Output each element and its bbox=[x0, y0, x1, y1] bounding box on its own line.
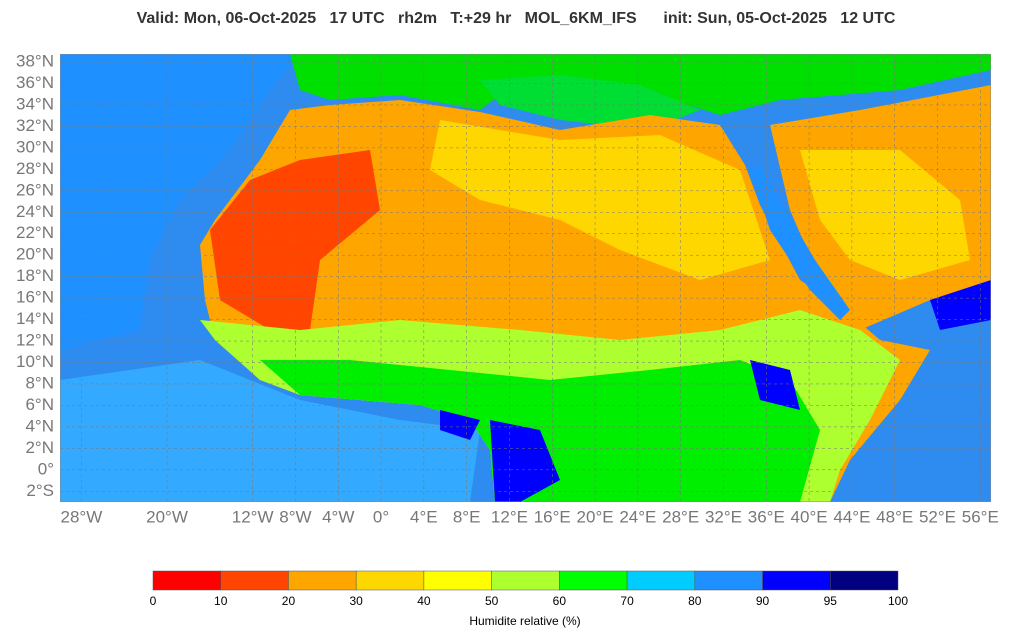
lat-label: 26°N bbox=[16, 180, 54, 199]
lat-label: 4°N bbox=[25, 416, 54, 435]
colorbar-swatch bbox=[288, 570, 357, 591]
colorbar-tick: 100 bbox=[888, 594, 908, 608]
lon-label: 56°E bbox=[962, 507, 999, 526]
colorbar-swatch bbox=[626, 570, 696, 591]
lon-label: 20°W bbox=[146, 507, 188, 526]
colorbar-swatch bbox=[694, 570, 763, 591]
lon-label: 24°E bbox=[619, 507, 656, 526]
colorbar-swatch bbox=[762, 570, 831, 591]
lon-label: 48°E bbox=[876, 507, 913, 526]
title: Valid: Mon, 06-Oct-2025 17 UTC rh2m T:+2… bbox=[137, 10, 896, 27]
lon-label: 4°W bbox=[322, 507, 354, 526]
lat-label: 14°N bbox=[16, 309, 54, 328]
lon-label: 12°W bbox=[232, 507, 274, 526]
lon-label: 16°E bbox=[534, 507, 571, 526]
lat-label: 30°N bbox=[16, 137, 54, 156]
lon-label: 12°E bbox=[491, 507, 528, 526]
colorbar-tick: 0 bbox=[150, 594, 157, 608]
colorbar-swatch bbox=[355, 570, 425, 591]
lat-label: 16°N bbox=[16, 288, 54, 307]
lat-label: 6°N bbox=[25, 395, 54, 414]
lon-label: 44°E bbox=[833, 507, 870, 526]
lat-label: 2°N bbox=[25, 438, 54, 457]
lat-label: 22°N bbox=[16, 223, 54, 242]
very-wet-zone bbox=[440, 360, 800, 502]
colorbar-tick: 40 bbox=[417, 594, 431, 608]
lat-label: 18°N bbox=[16, 266, 54, 285]
red-sea bbox=[750, 165, 850, 320]
colorbar-tick: 60 bbox=[553, 594, 567, 608]
colorbar-tick: 90 bbox=[756, 594, 770, 608]
arabia-zone bbox=[800, 150, 970, 280]
lat-label: 0° bbox=[38, 459, 54, 478]
lon-label: 52°E bbox=[919, 507, 956, 526]
dry-zone bbox=[430, 120, 770, 280]
colorbar-swatch bbox=[152, 570, 221, 591]
lat-label: 20°N bbox=[16, 245, 54, 264]
colorbar-tick: 20 bbox=[282, 594, 296, 608]
colorbar-tick: 70 bbox=[620, 594, 634, 608]
very-wet-zone bbox=[930, 280, 991, 330]
lat-label: 36°N bbox=[16, 73, 54, 92]
colorbar-tick: 95 bbox=[824, 594, 838, 608]
lat-label: 8°N bbox=[25, 373, 54, 392]
colorbar-swatch bbox=[830, 570, 899, 591]
lon-label: 8°E bbox=[453, 507, 481, 526]
map bbox=[60, 54, 991, 502]
lon-label: 32°E bbox=[705, 507, 742, 526]
lon-label: 36°E bbox=[748, 507, 785, 526]
lon-label: 8°W bbox=[279, 507, 311, 526]
lat-label: 32°N bbox=[16, 116, 54, 135]
ocean-zone bbox=[60, 360, 480, 502]
lon-label: 20°E bbox=[577, 507, 614, 526]
colorbar-tick: 80 bbox=[688, 594, 702, 608]
colorbar-swatch bbox=[491, 570, 560, 591]
colorbar-swatch bbox=[559, 570, 628, 591]
europe bbox=[290, 54, 991, 115]
lon-label: 40°E bbox=[791, 507, 828, 526]
lon-label: 28°E bbox=[662, 507, 699, 526]
lon-label: 4°E bbox=[410, 507, 438, 526]
lat-label: 12°N bbox=[16, 331, 54, 350]
colorbar-tick: 10 bbox=[214, 594, 228, 608]
lat-label: 38°N bbox=[16, 52, 54, 71]
ocean-zone bbox=[60, 54, 300, 350]
lat-label: 10°N bbox=[16, 352, 54, 371]
colorbar-tick: 30 bbox=[350, 594, 364, 608]
lat-label: 28°N bbox=[16, 159, 54, 178]
colorbar-tick: 50 bbox=[485, 594, 499, 608]
lon-label: 0° bbox=[373, 507, 389, 526]
colorbar-label: Humidite relative (%) bbox=[469, 614, 580, 628]
lat-label: 2°S bbox=[26, 481, 54, 500]
lat-label: 34°N bbox=[16, 94, 54, 113]
colorbar-swatch bbox=[220, 570, 289, 591]
lat-label: 24°N bbox=[16, 202, 54, 221]
lon-label: 28°W bbox=[61, 507, 103, 526]
colorbar-swatch bbox=[423, 570, 492, 591]
